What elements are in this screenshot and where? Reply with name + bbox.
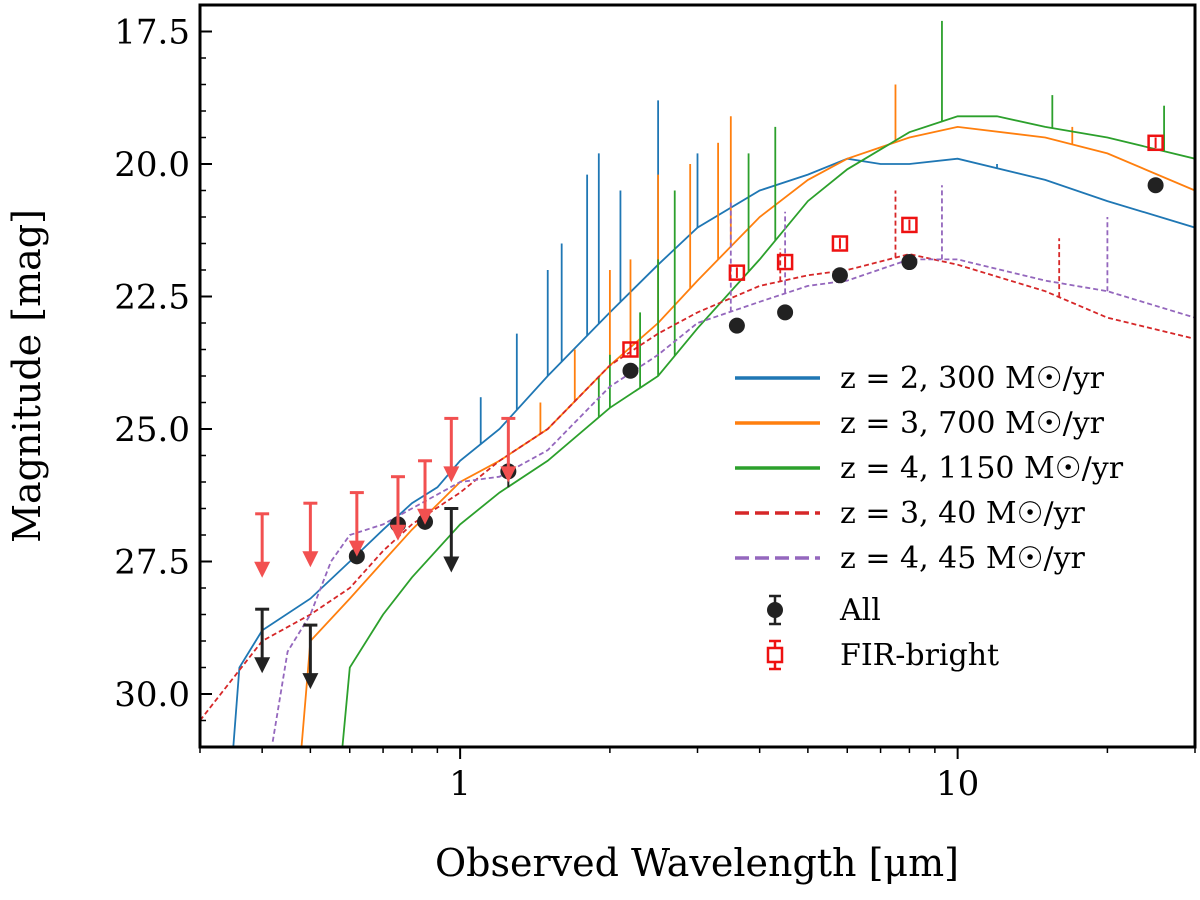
all-upper-limit-head-2 <box>302 673 319 690</box>
x-axis-title: Observed Wavelength [μm] <box>435 841 959 885</box>
y-tick-label-6: 30.0 <box>114 675 190 715</box>
fir-bright-point-5 <box>901 216 918 234</box>
fir-bright-point-3 <box>776 253 794 271</box>
x-tick-label-1: 1 <box>449 764 471 804</box>
all-point-10 <box>1147 177 1164 194</box>
series-line-5 <box>271 258 1195 742</box>
all-point-5 <box>622 362 639 379</box>
legend-label-points-2: FIR-bright <box>840 638 999 673</box>
y-tick-label-2: 20.0 <box>114 145 190 185</box>
all-point-7 <box>777 304 794 321</box>
legend-label-series-2: z = 3, 700 M☉/yr <box>840 406 1105 441</box>
y-tick-label-5: 27.5 <box>114 543 190 583</box>
y-tick-label-1: 17.5 <box>114 13 190 53</box>
fir-bright-upper-limit-head-7 <box>500 466 517 483</box>
x-tick-label-2: 10 <box>936 764 979 804</box>
axis-ticks: 17.5 20.0 22.5 25.0 27.5 30.0 1 10 <box>114 13 1196 804</box>
all-upper-limit-head-3 <box>443 556 460 573</box>
fir-bright-upper-limit-head-5 <box>417 508 434 525</box>
legend-label-series-5: z = 4, 45 M☉/yr <box>840 541 1086 576</box>
fir-bright-upper-limit-head-6 <box>443 466 460 483</box>
y-tick-label-4: 25.0 <box>114 410 190 450</box>
fir-bright-point-6 <box>1147 134 1164 152</box>
series-layer <box>200 20 1195 747</box>
series-line-4 <box>200 253 1195 722</box>
y-tick-label-3: 22.5 <box>114 278 190 318</box>
fir-bright-point-2 <box>728 264 746 281</box>
legend: z = 2, 300 M☉/yr z = 3, 700 M☉/yr z = 4, 1… <box>735 361 1124 673</box>
fir-bright-point-4 <box>831 235 849 252</box>
legend-marker-2 <box>766 646 784 664</box>
legend-marker-1 <box>767 602 783 618</box>
all-point-9 <box>901 254 918 271</box>
legend-label-series-3: z = 4, 1150 M☉/yr <box>840 451 1124 486</box>
fir-bright-upper-limit-head-3 <box>348 540 365 557</box>
points-layer <box>254 134 1164 690</box>
series-line-3 <box>341 115 1195 747</box>
fir-bright-point-1 <box>622 341 639 358</box>
legend-label-series-1: z = 2, 300 M☉/yr <box>840 361 1105 396</box>
all-point-6 <box>728 317 745 334</box>
all-upper-limit-head-1 <box>254 657 271 674</box>
fir-bright-upper-limit-head-2 <box>302 551 319 568</box>
legend-label-series-4: z = 3, 40 M☉/yr <box>840 496 1086 531</box>
fir-bright-upper-limit-head-4 <box>389 524 406 541</box>
legend-label-points-1: All <box>839 593 881 628</box>
all-point-8 <box>831 267 848 284</box>
y-axis-title: Magnitude [mag] <box>5 209 49 543</box>
fir-bright-upper-limit-head-1 <box>254 561 271 578</box>
